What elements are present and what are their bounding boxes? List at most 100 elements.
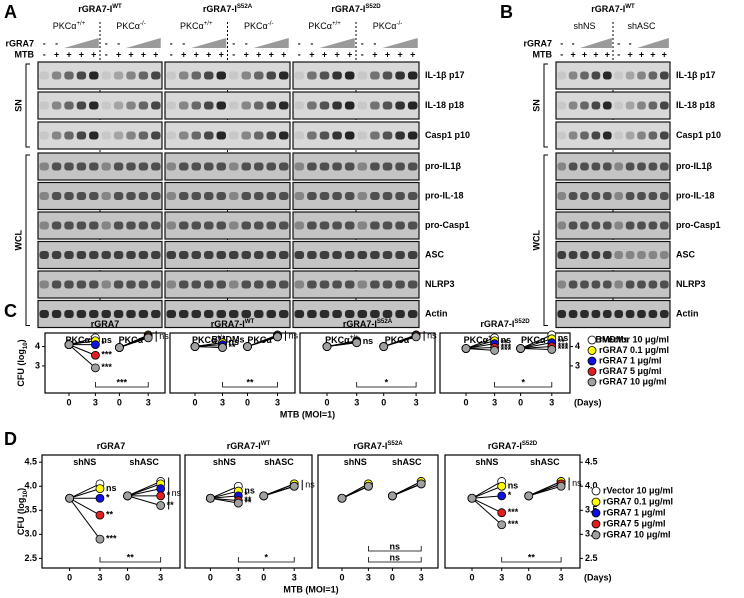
legend-marker <box>587 346 597 355</box>
fraction-label: SN <box>13 99 23 112</box>
chart-frame <box>444 454 581 569</box>
treatment-label: rGRA7 <box>5 38 34 48</box>
blot-band <box>113 71 124 80</box>
blot-band <box>254 280 264 289</box>
treatment-label: MTB <box>533 49 553 59</box>
dose-triangle <box>126 38 161 48</box>
blot-band <box>357 280 368 289</box>
blot-title-part: S52A <box>237 3 253 10</box>
row-label: IL-18 p18 <box>676 100 715 110</box>
blot-band <box>241 280 251 289</box>
chart-title-part: rGRA7-I <box>353 441 387 451</box>
y-axis-label: CFU (log10) <box>16 488 29 535</box>
blot-band <box>64 162 74 171</box>
pair-label: ns <box>172 488 182 498</box>
blot-band <box>557 310 567 318</box>
blot-band <box>307 131 317 140</box>
series-line <box>127 495 161 506</box>
blot-band <box>39 162 49 171</box>
blot-band <box>648 221 658 230</box>
chart-title-part: rGRA7-I <box>227 441 261 451</box>
blot-band <box>580 162 589 171</box>
blot-band <box>254 101 264 110</box>
y-tick-label: 2.5 <box>585 553 598 563</box>
blot-band <box>625 221 635 230</box>
bracket-label: * <box>385 377 389 387</box>
legend-marker <box>591 486 601 496</box>
blot-band <box>591 251 601 259</box>
significance-label: *** <box>501 342 512 352</box>
blot-band <box>614 71 624 80</box>
blot-band <box>241 221 251 230</box>
data-point <box>337 493 347 503</box>
blot-band <box>591 71 601 80</box>
blot-band <box>191 131 201 140</box>
y-axis-label-part: ) <box>16 488 26 491</box>
blot-band <box>382 280 393 289</box>
pair-label: ns <box>159 331 169 341</box>
blot-band <box>319 162 330 171</box>
blot-band <box>357 310 368 318</box>
subgroup-label-part: -/- <box>140 20 146 27</box>
comparison-bracket <box>237 557 295 563</box>
mtb-sign: - <box>105 49 108 59</box>
x-tick-label: 3 <box>559 572 564 582</box>
blot-band <box>357 131 368 140</box>
blot-band <box>229 192 239 200</box>
blot-band <box>179 71 189 80</box>
blot-band <box>266 192 276 200</box>
blot-band <box>113 280 124 289</box>
chart-title-part: WT <box>261 440 271 447</box>
subgroup-label-part: shNS <box>573 21 595 31</box>
x-tick-label: 3 <box>146 397 151 407</box>
series-line <box>520 347 552 350</box>
blot-band <box>89 71 99 80</box>
series-line <box>69 488 101 499</box>
blot-band <box>614 101 624 110</box>
series-line <box>528 485 562 497</box>
blot-band <box>229 131 239 140</box>
blot-band <box>395 251 405 259</box>
blot-band <box>614 280 624 289</box>
comparison-bracket <box>501 557 562 563</box>
bracket-label: ** <box>127 552 135 562</box>
blot-band <box>241 310 251 318</box>
y-axis-label-part: ) <box>16 339 26 342</box>
blot-band <box>204 192 214 200</box>
chart-title-part: rGRA7-I <box>211 319 245 329</box>
blot-band <box>659 310 669 318</box>
rgra7-sign: - <box>373 38 376 48</box>
rgra7-sign: - <box>55 38 58 48</box>
blot-band <box>89 221 99 230</box>
blot-band <box>76 221 87 230</box>
y-axis-label: CFU (log10) <box>16 339 29 386</box>
dose-triangle <box>636 38 669 48</box>
blot-band <box>126 221 136 230</box>
blot-band <box>357 101 368 110</box>
blot-band <box>344 101 355 110</box>
series-line <box>392 483 422 497</box>
data-point <box>156 491 166 501</box>
blot-band <box>279 71 289 80</box>
mtb-sign: - <box>170 49 173 59</box>
blot-band <box>659 71 669 80</box>
x-tick-label: 0 <box>526 572 531 582</box>
blot-band <box>101 251 111 259</box>
blot-band <box>625 280 635 289</box>
blot-band <box>166 221 176 230</box>
blot-band <box>602 101 612 110</box>
blot-title-part: rGRA7-I <box>203 4 237 14</box>
data-point <box>91 350 100 360</box>
group-label: shASC <box>530 457 560 467</box>
blot-band <box>279 162 289 171</box>
blot-band <box>76 71 87 80</box>
blot-band <box>370 162 380 171</box>
significance-label: ns <box>101 335 112 345</box>
blot-band <box>580 192 589 200</box>
rgra7-sign: - <box>310 38 313 48</box>
blot-band <box>637 221 646 230</box>
group-label-part: PKCα <box>521 335 546 345</box>
subgroup-label-part: PKCα <box>116 21 140 31</box>
blot-band <box>266 101 276 110</box>
bracket-label: ns <box>390 552 401 562</box>
